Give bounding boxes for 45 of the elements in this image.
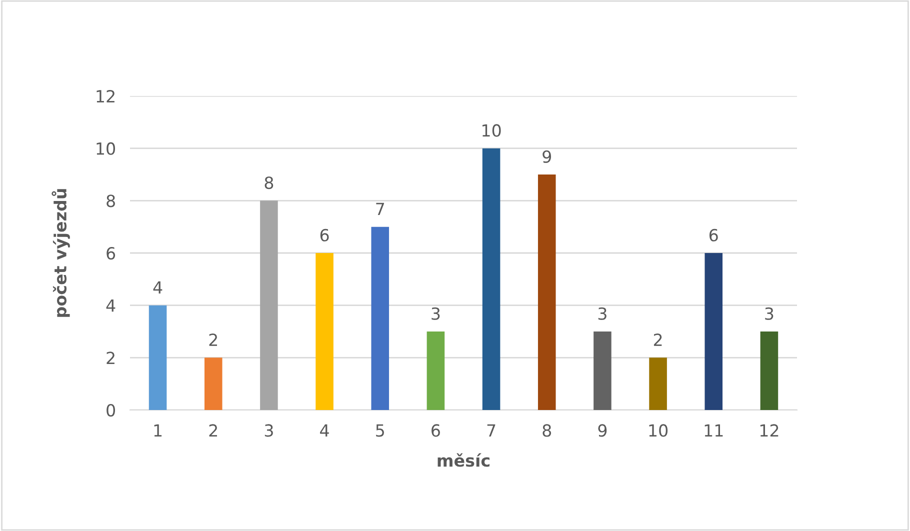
data-label: 7 (376, 202, 384, 216)
data-label: 9 (542, 150, 552, 163)
bar (316, 253, 334, 410)
x-tick-label: 1 (154, 424, 162, 437)
x-tick-label: 2 (209, 424, 218, 437)
x-tick-label: 6 (432, 424, 440, 437)
y-tick-label: 6 (106, 246, 116, 260)
y-tick-label: 2 (106, 352, 114, 364)
data-label: 4 (153, 281, 162, 294)
bar (649, 358, 667, 410)
data-label: 2 (209, 333, 218, 346)
bar (594, 332, 612, 410)
x-tick-label: 7 (487, 424, 496, 437)
bar (426, 332, 445, 410)
data-label: 2 (654, 333, 662, 346)
data-label: 6 (709, 228, 718, 242)
data-label: 10 (482, 124, 501, 137)
data-label: 6 (320, 228, 329, 242)
x-tick-label: 10 (649, 424, 668, 437)
y-tick-label: 12 (96, 90, 114, 102)
bar (704, 253, 723, 410)
y-tick-label: 4 (106, 300, 116, 312)
bar (204, 358, 222, 410)
data-label: 3 (598, 307, 606, 320)
x-tick-label: 4 (320, 424, 329, 437)
data-label: 3 (432, 307, 440, 320)
x-tick-label: 11 (704, 424, 723, 437)
x-tick-label: 9 (598, 424, 607, 437)
bar (538, 174, 556, 410)
x-axis-title: měsíc (438, 453, 490, 467)
x-tick-label: 12 (760, 424, 778, 437)
y-tick-label: 0 (106, 404, 116, 417)
data-label: 3 (765, 307, 774, 320)
x-tick-label: 5 (376, 424, 384, 437)
y-tick-label: 8 (106, 194, 115, 208)
x-tick-label: 8 (542, 424, 552, 437)
bar (760, 332, 778, 410)
data-label: 8 (264, 176, 274, 190)
bar (482, 148, 500, 410)
bar (371, 226, 390, 410)
y-axis-title: počet výjezdů (52, 189, 70, 317)
bar (260, 200, 278, 410)
y-tick-label: 10 (96, 142, 116, 155)
bar (148, 305, 167, 410)
x-tick-label: 3 (264, 424, 273, 437)
